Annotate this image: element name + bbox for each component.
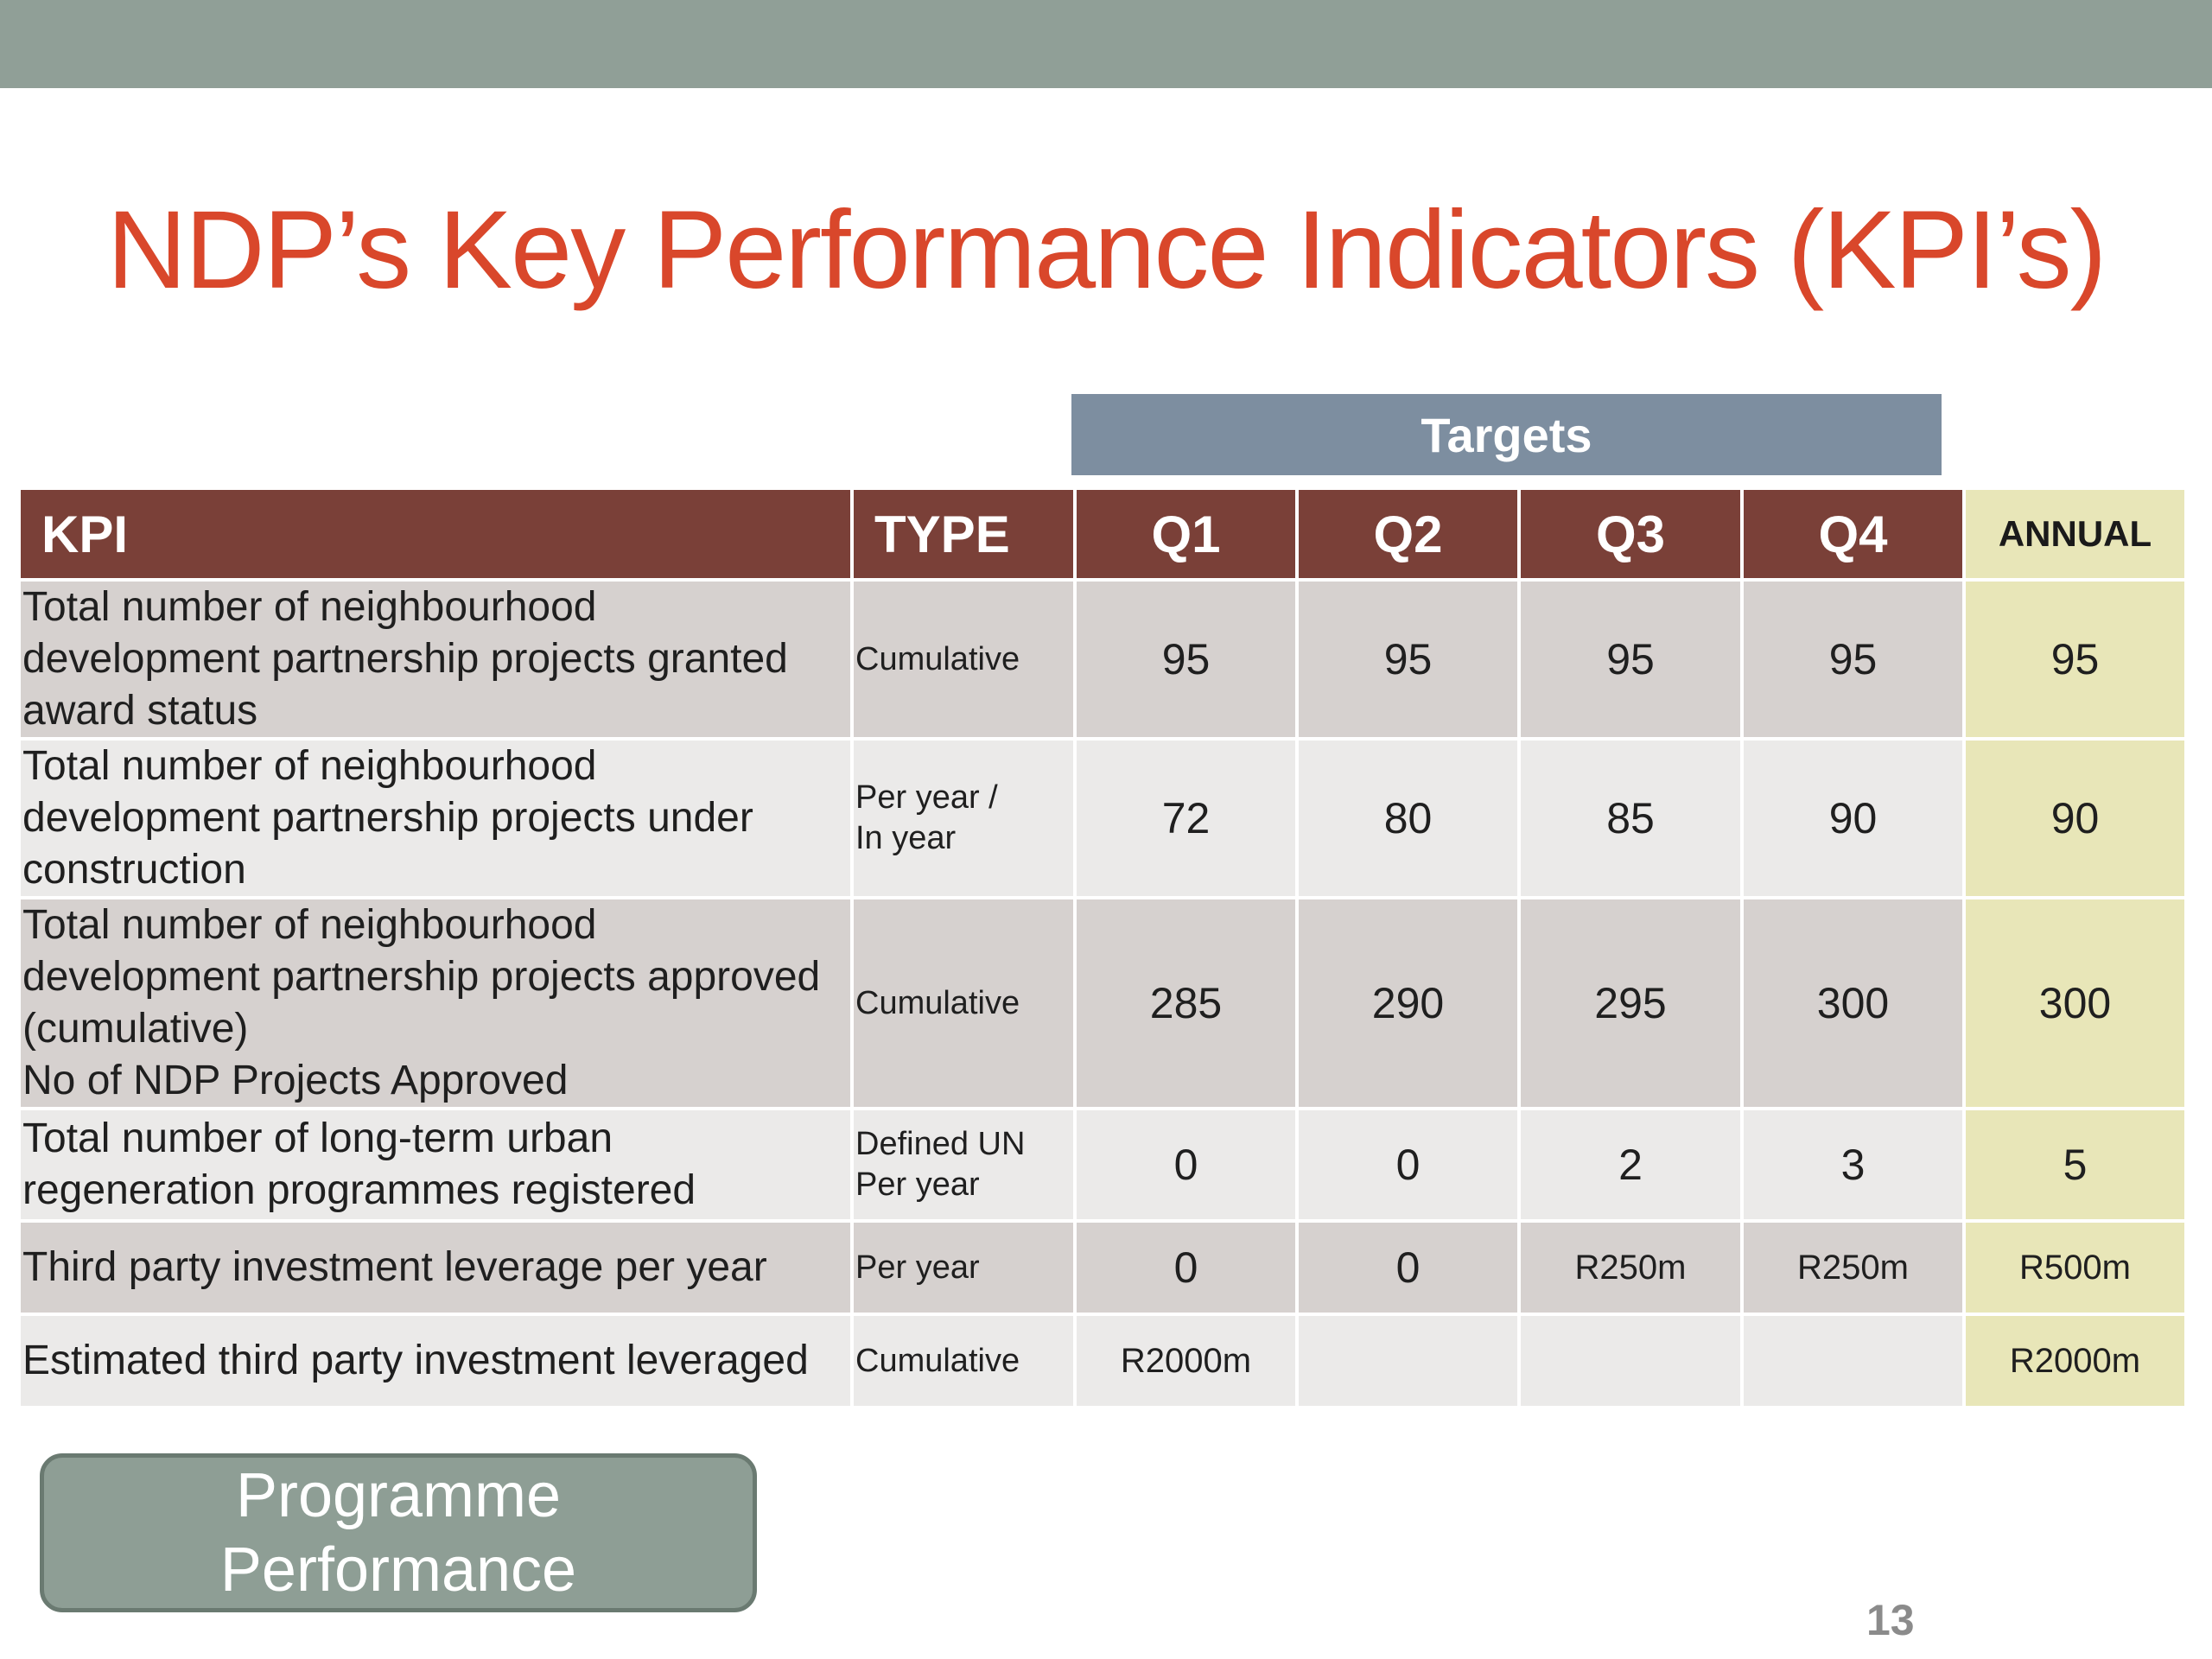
table-row: Total number of neighbourhood developmen…	[17, 737, 2188, 899]
page-number: 13	[1866, 1596, 1915, 1644]
q1-cell: R2000m	[1073, 1313, 1299, 1409]
q3-cell: R250m	[1517, 1219, 1744, 1316]
q1-cell: 285	[1073, 896, 1299, 1110]
kpi-cell: Total number of neighbourhood developmen…	[17, 896, 854, 1110]
header-q1: Q1	[1073, 486, 1299, 582]
type-text: Cumulative	[855, 984, 1020, 1021]
kpi-text: development partnership projects approve…	[22, 954, 821, 1000]
type-cell: Per year	[850, 1219, 1077, 1316]
kpi-text: construction	[22, 847, 246, 893]
type-text: Per year /	[855, 779, 998, 816]
type-text: Defined UN	[855, 1126, 1026, 1162]
table-row: Total number of neighbourhood developmen…	[17, 578, 2188, 741]
kpi-table: KPI TYPE Q1 Q2 Q3 Q4 ANNUAL Total number…	[17, 486, 2188, 1409]
button-label-line: Performance	[219, 1535, 577, 1605]
header-q2: Q2	[1295, 486, 1521, 582]
kpi-text: development partnership projects granted	[22, 636, 788, 682]
q2-cell: 95	[1295, 578, 1521, 741]
header-kpi: KPI	[17, 486, 854, 582]
kpi-cell: Total number of neighbourhood developmen…	[17, 737, 854, 899]
kpi-cell: Third party investment leverage per year	[17, 1219, 854, 1316]
type-cell: Per year / In year	[850, 737, 1077, 899]
kpi-text: (cumulative)	[22, 1006, 249, 1052]
q4-cell: R250m	[1740, 1219, 1966, 1316]
type-cell: Cumulative	[850, 1313, 1077, 1409]
type-cell: Defined UN Per year	[850, 1107, 1077, 1223]
table-row: Total number of long-term urban regenera…	[17, 1107, 2188, 1223]
table-row: Total number of neighbourhood developmen…	[17, 896, 2188, 1110]
annual-cell: R500m	[1962, 1219, 2188, 1316]
annual-cell: 300	[1962, 896, 2188, 1110]
type-cell: Cumulative	[850, 578, 1077, 741]
type-text: Per year	[855, 1166, 980, 1203]
programme-performance-button[interactable]: Programme Performance	[40, 1453, 757, 1612]
type-text: Per year	[855, 1249, 980, 1286]
q1-cell: 0	[1073, 1219, 1299, 1316]
header-q3: Q3	[1517, 486, 1744, 582]
kpi-text: development partnership projects under	[22, 795, 753, 841]
kpi-text: Total number of neighbourhood	[22, 584, 597, 630]
q4-cell: 95	[1740, 578, 1966, 741]
kpi-cell: Estimated third party investment leverag…	[17, 1313, 854, 1409]
q2-cell: 290	[1295, 896, 1521, 1110]
q3-cell	[1517, 1313, 1744, 1409]
annual-cell: 90	[1962, 737, 2188, 899]
button-label-line: Programme	[235, 1461, 562, 1530]
q1-cell: 0	[1073, 1107, 1299, 1223]
kpi-text: Total number of long-term urban	[22, 1116, 613, 1161]
q4-cell: 3	[1740, 1107, 1966, 1223]
annual-cell: 95	[1962, 578, 2188, 741]
kpi-text: No of NDP Projects Approved	[22, 1058, 569, 1103]
header-type: TYPE	[850, 486, 1077, 582]
type-text: Cumulative	[855, 1342, 1020, 1379]
q4-cell: 300	[1740, 896, 1966, 1110]
kpi-text: Total number of neighbourhood	[22, 743, 597, 789]
type-text: In year	[855, 820, 957, 856]
table-header-row: KPI TYPE Q1 Q2 Q3 Q4 ANNUAL	[17, 486, 2188, 582]
table-row: Third party investment leverage per year…	[17, 1219, 2188, 1316]
table-row: Estimated third party investment leverag…	[17, 1313, 2188, 1409]
type-cell: Cumulative	[850, 896, 1077, 1110]
header-annual: ANNUAL	[1962, 486, 2188, 582]
q1-cell: 72	[1073, 737, 1299, 899]
kpi-text: award status	[22, 688, 258, 734]
q3-cell: 85	[1517, 737, 1744, 899]
q3-cell: 2	[1517, 1107, 1744, 1223]
targets-header: Targets	[1071, 394, 1942, 475]
kpi-text: Third party investment leverage per year	[22, 1244, 767, 1290]
kpi-text: Total number of neighbourhood	[22, 902, 597, 948]
q2-cell	[1295, 1313, 1521, 1409]
annual-cell: 5	[1962, 1107, 2188, 1223]
q3-cell: 295	[1517, 896, 1744, 1110]
kpi-cell: Total number of long-term urban regenera…	[17, 1107, 854, 1223]
kpi-cell: Total number of neighbourhood developmen…	[17, 578, 854, 741]
type-text: Cumulative	[855, 640, 1020, 677]
kpi-text: Estimated third party investment leverag…	[22, 1338, 809, 1383]
q2-cell: 0	[1295, 1219, 1521, 1316]
header-q4: Q4	[1740, 486, 1966, 582]
q1-cell: 95	[1073, 578, 1299, 741]
q2-cell: 0	[1295, 1107, 1521, 1223]
annual-cell: R2000m	[1962, 1313, 2188, 1409]
q2-cell: 80	[1295, 737, 1521, 899]
top-bar	[0, 0, 2212, 88]
q3-cell: 95	[1517, 578, 1744, 741]
q4-cell: 90	[1740, 737, 1966, 899]
slide-title: NDP’s Key Performance Indicators (KPI’s)	[106, 188, 2107, 312]
q4-cell	[1740, 1313, 1966, 1409]
kpi-text: regeneration programmes registered	[22, 1167, 696, 1213]
